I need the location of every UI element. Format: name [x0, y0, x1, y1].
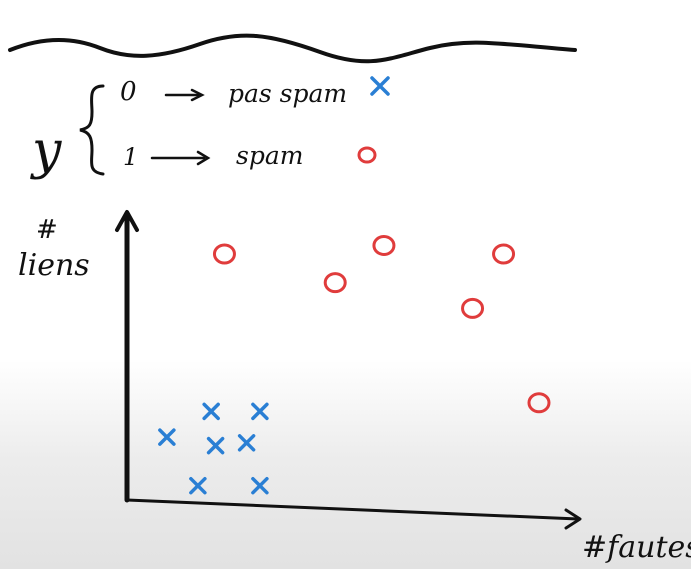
- not-spam-point: [202, 402, 220, 421]
- x-axis-label: #fautes: [582, 530, 691, 565]
- spam-point: [372, 234, 396, 256]
- data-points: [158, 234, 551, 495]
- x-axis-line: [125, 498, 580, 521]
- spam-point: [212, 243, 236, 265]
- legend-arrowhead-1: [196, 150, 211, 166]
- axes: # liens #fautes: [18, 210, 691, 565]
- not-spam-point: [251, 476, 269, 495]
- spam-point: [461, 297, 485, 319]
- legend-variable: y: [30, 121, 62, 181]
- not-spam-point: [251, 402, 269, 421]
- legend-arrowhead-0: [190, 88, 205, 102]
- y-axis-label: liens: [18, 248, 90, 283]
- legend-code-0: 0: [120, 77, 137, 107]
- y-axis-label-hash: #: [36, 215, 58, 245]
- spam-point: [527, 392, 551, 414]
- not-spam-point: [158, 428, 176, 446]
- spam-point: [492, 243, 516, 265]
- x-axis-arrowhead: [564, 508, 582, 530]
- legend: y 0 pas spam 1 spam: [30, 76, 390, 181]
- legend-circle-marker: [357, 146, 377, 164]
- legend-brace: [79, 84, 105, 176]
- y-axis-arrowhead: [115, 210, 139, 232]
- legend-label-1: spam: [236, 141, 303, 170]
- not-spam-point: [237, 434, 256, 452]
- spam-point: [323, 272, 347, 294]
- legend-cross-marker: [370, 76, 390, 96]
- legend-label-0: pas spam: [228, 79, 347, 108]
- wavy-separator-line: [8, 33, 577, 64]
- legend-code-1: 1: [123, 143, 138, 171]
- not-spam-point: [206, 436, 225, 455]
- not-spam-point: [189, 476, 207, 495]
